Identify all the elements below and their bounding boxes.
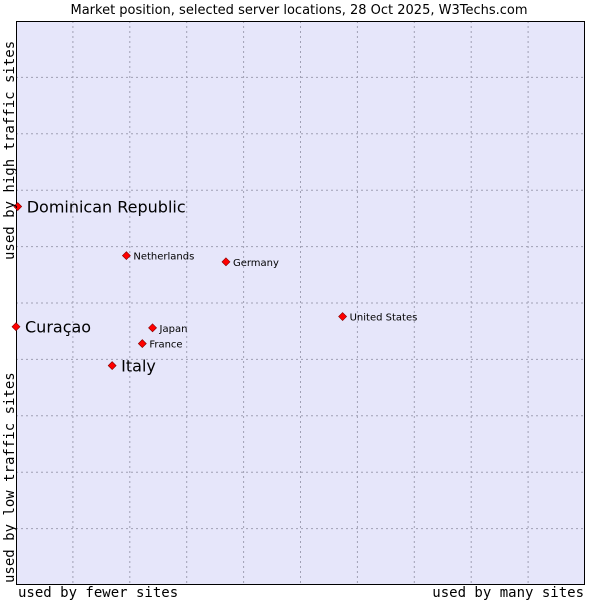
y-axis-label-bottom: used by low traffic sites xyxy=(2,372,18,583)
data-point-japan: Japan xyxy=(148,323,188,335)
y-axis-label-top: used by high traffic sites xyxy=(2,41,18,260)
data-point-curacao: Curaçao xyxy=(11,318,91,337)
point-label: Japan xyxy=(159,324,188,335)
point-label: Netherlands xyxy=(133,252,194,263)
x-axis-label-left: used by fewer sites xyxy=(18,585,178,600)
grid-lines xyxy=(16,21,585,585)
point-label: Dominican Republic xyxy=(27,198,186,217)
point-marker xyxy=(11,322,21,332)
data-point-italy: Italy xyxy=(107,357,156,376)
point-marker xyxy=(148,323,157,333)
data-point-united-states: United States xyxy=(338,312,418,324)
plot-border xyxy=(16,21,585,585)
point-label: Italy xyxy=(121,357,156,376)
chart-title: Market position, selected server locatio… xyxy=(70,3,527,18)
data-point-france: France xyxy=(137,339,183,351)
data-point-germany: Germany xyxy=(221,257,279,269)
point-marker xyxy=(338,312,348,321)
point-label: France xyxy=(149,340,182,351)
point-marker xyxy=(13,202,23,211)
x-axis-label-right: used by many sites xyxy=(432,585,584,600)
point-label: United States xyxy=(350,313,418,324)
point-label: Curaçao xyxy=(25,318,91,337)
data-point-netherlands: Netherlands xyxy=(121,251,194,263)
data-point-dominican-republic: Dominican Republic xyxy=(13,198,186,217)
point-marker xyxy=(221,257,231,267)
data-points: Dominican Republic Netherlands Germany Unit… xyxy=(11,198,418,376)
point-marker xyxy=(107,361,117,371)
point-marker xyxy=(121,251,131,261)
point-marker xyxy=(137,339,147,349)
point-label: Germany xyxy=(233,258,279,269)
